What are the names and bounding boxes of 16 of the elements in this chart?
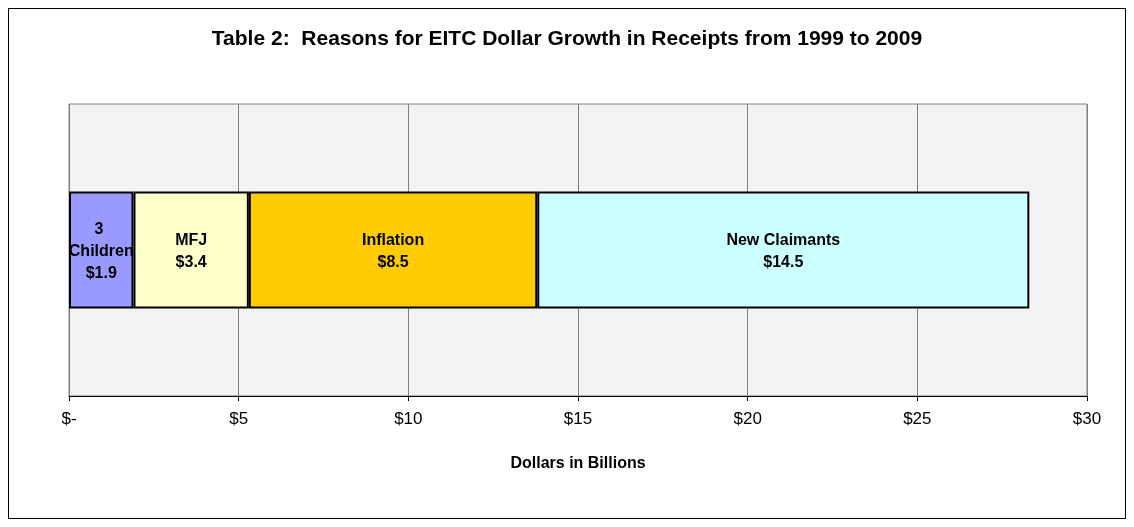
x-tick-label: $15: [563, 409, 593, 428]
series-label: MFJ: [175, 230, 208, 248]
x-tick-label: $-: [61, 409, 77, 428]
data-label: $1.9: [85, 263, 117, 281]
x-tick-label: $20: [733, 409, 762, 428]
x-tick-label: $10: [394, 409, 423, 428]
x-tick-label: $5: [229, 409, 249, 428]
data-label: $3.4: [175, 252, 207, 270]
x-axis-title: Dollars in Billions: [510, 453, 646, 471]
chart-title: Table 2: Reasons for EITC Dollar Growth in Receipts from 1999 to 2009: [211, 25, 923, 49]
x-tick-label: $30: [1072, 409, 1102, 428]
data-label: $8.5: [377, 252, 409, 270]
data-label: $14.5: [763, 252, 804, 270]
series-label: New Claimants: [726, 230, 841, 248]
series-label: Inflation: [361, 230, 425, 248]
x-tick-label: $25: [903, 409, 932, 428]
